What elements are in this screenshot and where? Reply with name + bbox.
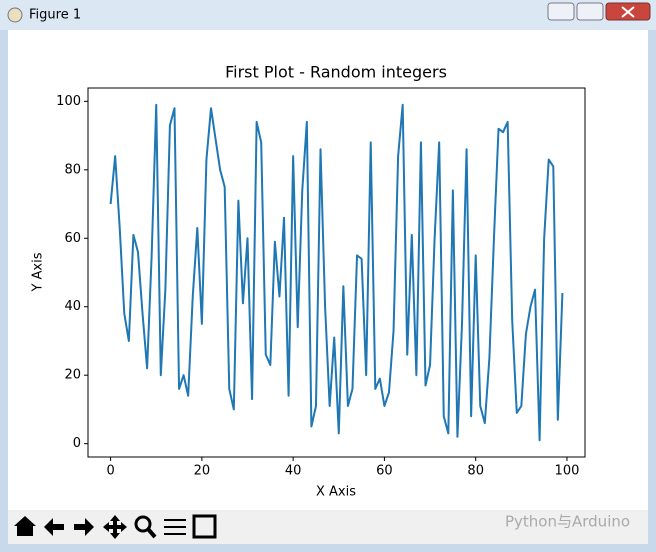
x-tick-label: 40	[285, 464, 302, 479]
title-bar	[0, 0, 656, 30]
home-button[interactable]	[14, 516, 36, 536]
save-button[interactable]	[192, 514, 217, 539]
x-tick-label: 20	[194, 464, 211, 479]
y-tick-label: 40	[64, 299, 81, 314]
y-tick-label: 20	[64, 368, 81, 383]
minimize-button[interactable]	[547, 2, 575, 21]
data-line	[109, 103, 564, 442]
maximize-button[interactable]	[576, 2, 604, 21]
x-axis-label: X Axis	[316, 485, 356, 500]
zoom-button[interactable]	[134, 515, 152, 533]
window-title: Figure 1	[29, 8, 81, 23]
axes-frame	[87, 87, 586, 458]
x-tick-label: 80	[467, 464, 484, 479]
toolbar-buttons	[14, 514, 217, 539]
y-tick-label: 60	[64, 231, 81, 246]
y-tick-label: 0	[73, 436, 81, 451]
y-axis-label: Y Axis	[31, 252, 46, 292]
y-tick-label: 100	[56, 94, 81, 109]
forward-button[interactable]	[74, 518, 94, 536]
y-tick-label: 80	[64, 162, 81, 177]
x-tick-label: 60	[376, 464, 393, 479]
close-icon	[621, 6, 635, 18]
x-tick-label: 100	[555, 464, 580, 479]
app-icon	[7, 7, 23, 23]
chart-title: First Plot - Random integers	[225, 63, 447, 82]
pan-button[interactable]	[103, 515, 127, 539]
plot: 0 20 40 60 80 100 0 20 40 60 80 100	[56, 94, 579, 479]
figure-canvas	[8, 30, 648, 544]
back-button[interactable]	[44, 518, 64, 536]
zoom-handle	[146, 527, 157, 539]
x-tick-label: 0	[106, 464, 114, 479]
configure-button[interactable]	[164, 519, 186, 535]
watermark: Python与Arduino	[505, 513, 630, 531]
